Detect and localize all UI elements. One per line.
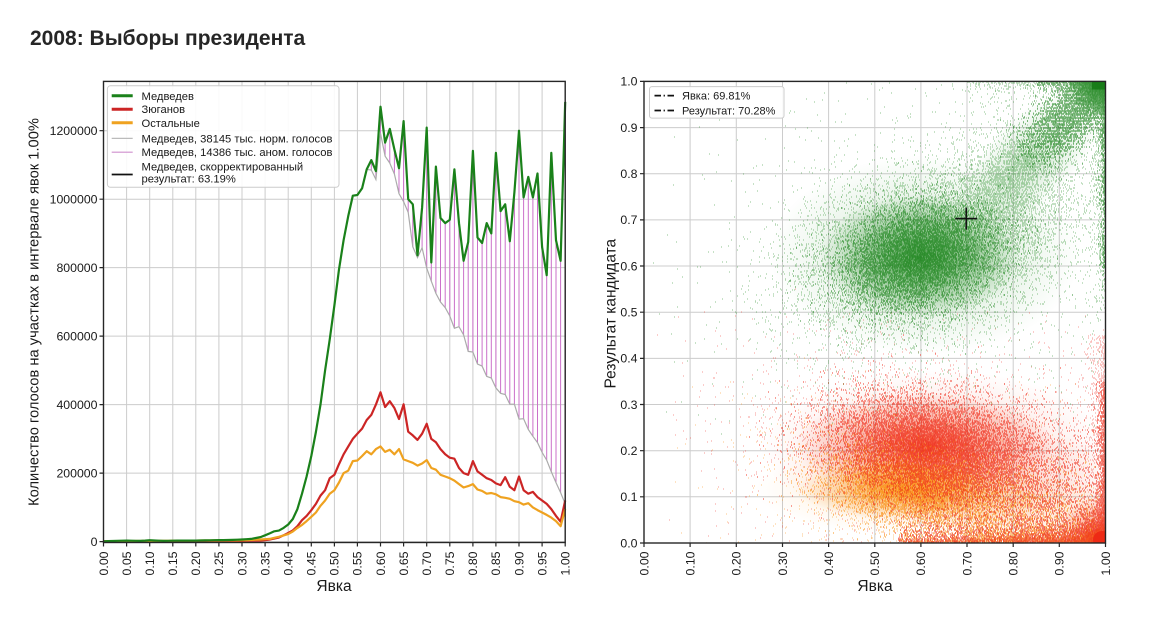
svg-text:2008: Выборы президента: 2008: Выборы президента [30,27,306,50]
svg-text:1.0: 1.0 [620,75,637,89]
svg-text:0.8: 0.8 [620,167,637,181]
svg-text:0.90: 0.90 [1053,551,1067,575]
svg-text:0.20: 0.20 [730,551,744,575]
svg-text:0.30: 0.30 [776,551,790,575]
svg-text:0.35: 0.35 [258,551,272,575]
svg-text:0.0: 0.0 [620,536,637,550]
svg-text:0.50: 0.50 [868,551,882,575]
svg-text:Количество голосов на участках: Количество голосов на участках в интерва… [27,118,43,506]
svg-text:0.6: 0.6 [620,259,637,273]
svg-text:0.30: 0.30 [235,551,249,575]
svg-text:400000: 400000 [56,398,97,412]
svg-text:0.15: 0.15 [166,551,180,575]
svg-text:Явка: 69.81%: Явка: 69.81% [682,91,751,103]
svg-text:1200000: 1200000 [50,124,98,138]
svg-text:0.95: 0.95 [535,551,549,575]
svg-text:0.40: 0.40 [282,551,296,575]
svg-text:800000: 800000 [56,261,97,275]
svg-text:0.5: 0.5 [620,306,637,320]
svg-text:0.60: 0.60 [374,551,388,575]
svg-text:200000: 200000 [56,466,97,480]
svg-text:0.00: 0.00 [637,551,651,575]
svg-text:0.4: 0.4 [620,352,637,366]
svg-text:0.25: 0.25 [212,551,226,575]
svg-text:результат: 63.19%: результат: 63.19% [142,173,236,185]
svg-text:0.20: 0.20 [189,551,203,575]
svg-text:Явка: Явка [857,578,893,595]
svg-text:0.00: 0.00 [97,551,111,575]
svg-text:0.9: 0.9 [620,121,637,135]
svg-text:0: 0 [91,535,98,549]
svg-text:Остальные: Остальные [142,118,200,130]
svg-text:600000: 600000 [56,329,97,343]
svg-text:Явка: Явка [316,578,352,595]
svg-text:0.10: 0.10 [143,551,157,575]
svg-text:0.45: 0.45 [305,551,319,575]
svg-text:0.1: 0.1 [620,490,637,504]
svg-text:0.65: 0.65 [397,551,411,575]
svg-text:0.90: 0.90 [512,551,526,575]
svg-text:0.80: 0.80 [466,551,480,575]
svg-text:0.55: 0.55 [351,551,365,575]
svg-text:0.70: 0.70 [960,551,974,575]
svg-text:0.10: 0.10 [683,551,697,575]
svg-text:0.40: 0.40 [822,551,836,575]
svg-text:0.80: 0.80 [1007,551,1021,575]
svg-text:1000000: 1000000 [50,193,98,207]
svg-text:Медведев: Медведев [142,91,194,103]
svg-text:0.75: 0.75 [443,551,457,575]
svg-text:Результат: 70.28%: Результат: 70.28% [682,105,776,117]
svg-text:Зюганов: Зюганов [142,104,186,116]
svg-text:0.2: 0.2 [620,444,637,458]
svg-text:Медведев, скорректированный: Медведев, скорректированный [142,161,304,173]
svg-text:0.50: 0.50 [328,551,342,575]
svg-text:0.3: 0.3 [620,398,637,412]
svg-text:1.00: 1.00 [559,551,573,575]
svg-text:0.70: 0.70 [420,551,434,575]
svg-text:Медведев, 14386 тыс. аном. гол: Медведев, 14386 тыс. аном. голосов [142,147,333,159]
svg-text:0.60: 0.60 [914,551,928,575]
svg-text:Результат кандидата: Результат кандидата [603,238,620,388]
svg-text:1.00: 1.00 [1099,551,1113,575]
svg-text:0.85: 0.85 [489,551,503,575]
svg-text:Медведев, 38145 тыс. норм. гол: Медведев, 38145 тыс. норм. голосов [142,133,333,145]
svg-text:0.7: 0.7 [620,213,637,227]
svg-text:0.05: 0.05 [120,551,134,575]
